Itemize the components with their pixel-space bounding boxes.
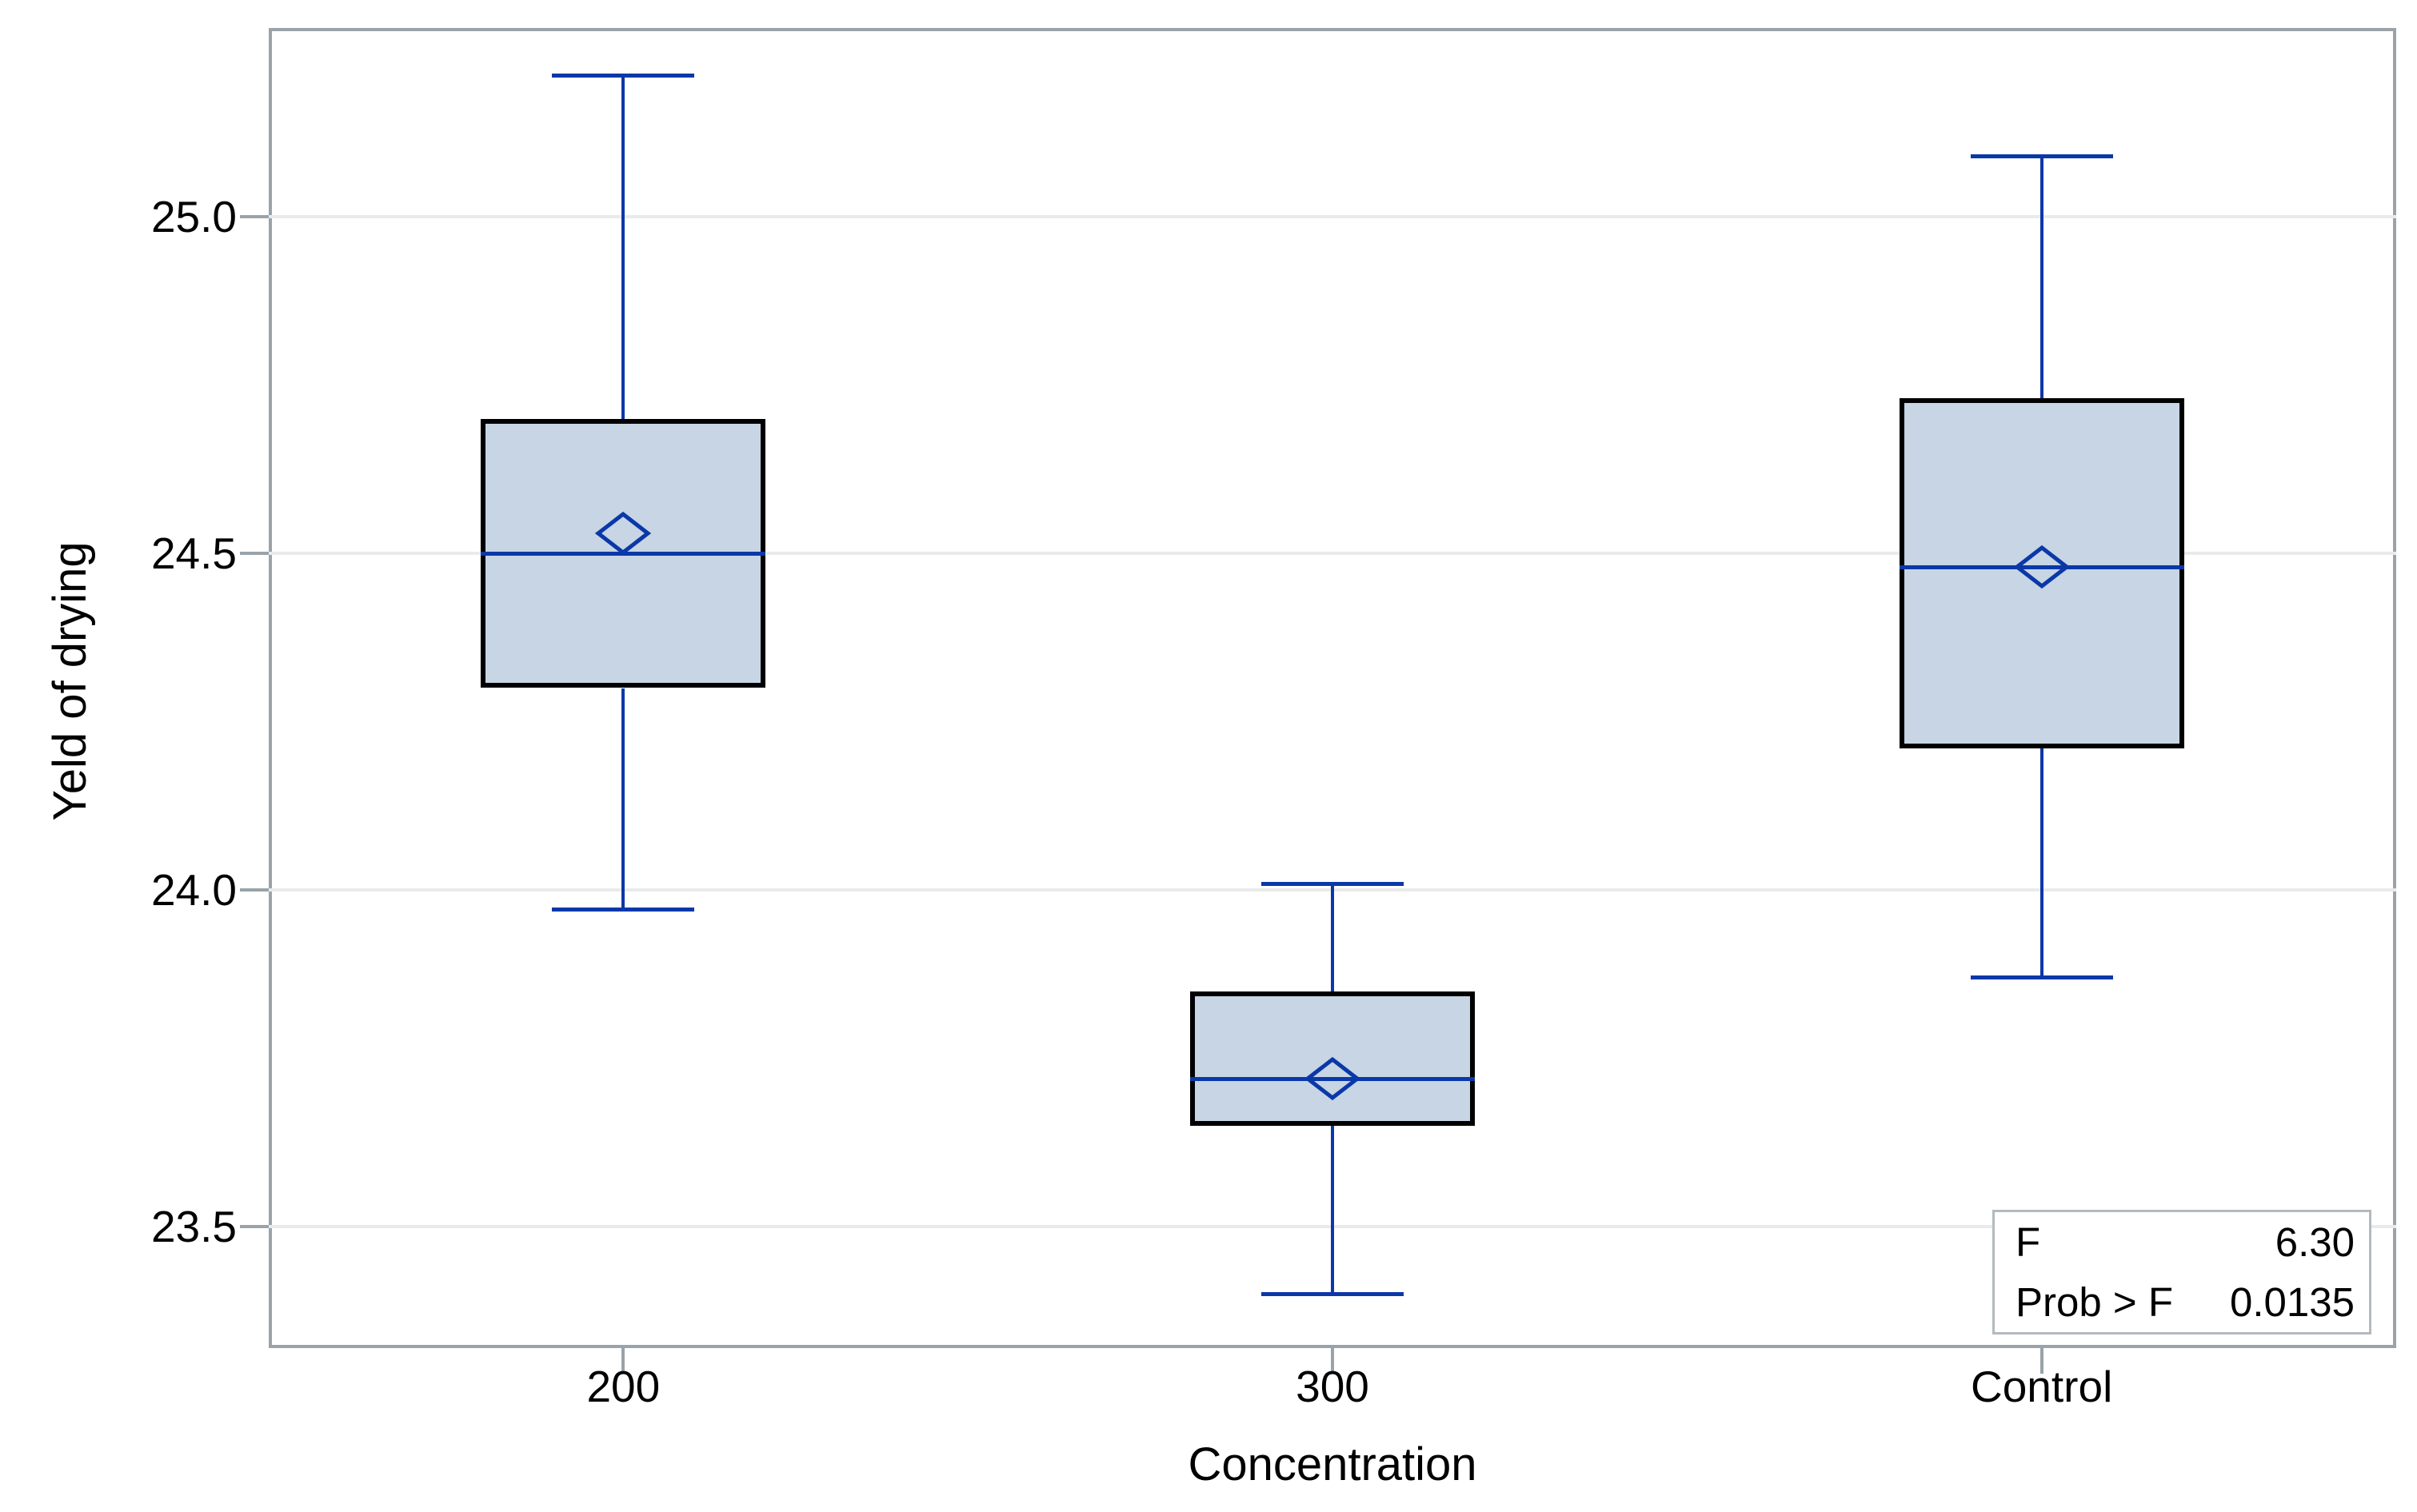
median-line [1190, 1077, 1475, 1082]
mean-diamond [595, 511, 652, 556]
stats-f-value: 6.30 [2275, 1219, 2355, 1265]
y-axis-title: Yeld of drying [44, 541, 96, 821]
x-tick-label-300: 300 [1296, 1362, 1369, 1411]
stats-row-probf: Prob > F 0.0135 [1995, 1272, 2369, 1332]
y-tick-label-24.0: 24.0 [150, 865, 237, 916]
stats-probf-value: 0.0135 [2230, 1279, 2355, 1325]
y-tick-mark-25.0 [240, 214, 269, 218]
mean-diamond-shape [595, 511, 652, 555]
whisker-low-line [2039, 748, 2043, 978]
whisker-cap-high [1261, 881, 1404, 886]
x-tick-label-200: 200 [586, 1362, 661, 1411]
whisker-cap-high [1970, 154, 2113, 159]
whisker-cap-low [1970, 975, 2113, 979]
whisker-low-line [1331, 1126, 1334, 1295]
mean-diamond [1304, 1056, 1361, 1101]
x-tick-mark-300 [1331, 1348, 1334, 1374]
y-tick-mark-24.5 [240, 552, 269, 556]
whisker-cap-low [1261, 1291, 1404, 1296]
whisker-cap-low [552, 908, 695, 912]
y-tick-label-25.0: 25.0 [150, 191, 237, 241]
mean-diamond [2013, 545, 2070, 589]
x-axis-title: Concentration [1188, 1438, 1477, 1490]
stats-row-f: F 6.30 [1995, 1212, 2369, 1272]
y-tick-mark-23.5 [240, 1225, 269, 1229]
mean-diamond-shape [2013, 545, 2070, 589]
whisker-high-line [2039, 156, 2043, 399]
mean-diamond-shape [1304, 1056, 1361, 1101]
y-tick-mark-24.0 [240, 888, 269, 892]
iqr-box [1899, 398, 2184, 749]
gridline-25.0 [269, 214, 2396, 218]
anova-stats-inset: F 6.30 Prob > F 0.0135 [1992, 1210, 2371, 1334]
y-tick-label-23.5: 23.5 [150, 1202, 237, 1252]
x-tick-mark-200 [621, 1348, 625, 1374]
plot-frame [269, 28, 2396, 1348]
x-tick-mark-Control [2039, 1348, 2043, 1374]
stats-f-label: F [2015, 1219, 2041, 1265]
whisker-high-line [1331, 883, 1334, 991]
whisker-low-line [621, 688, 625, 911]
stats-probf-label: Prob > F [2015, 1279, 2174, 1325]
gridline-24.5 [269, 552, 2396, 556]
whisker-high-line [621, 74, 625, 419]
y-tick-label-24.5: 24.5 [150, 529, 237, 579]
plot-area [269, 28, 2396, 1348]
whisker-cap-high [552, 73, 695, 78]
x-tick-label-Control: Control [1971, 1362, 2113, 1411]
median-line [1899, 565, 2184, 569]
